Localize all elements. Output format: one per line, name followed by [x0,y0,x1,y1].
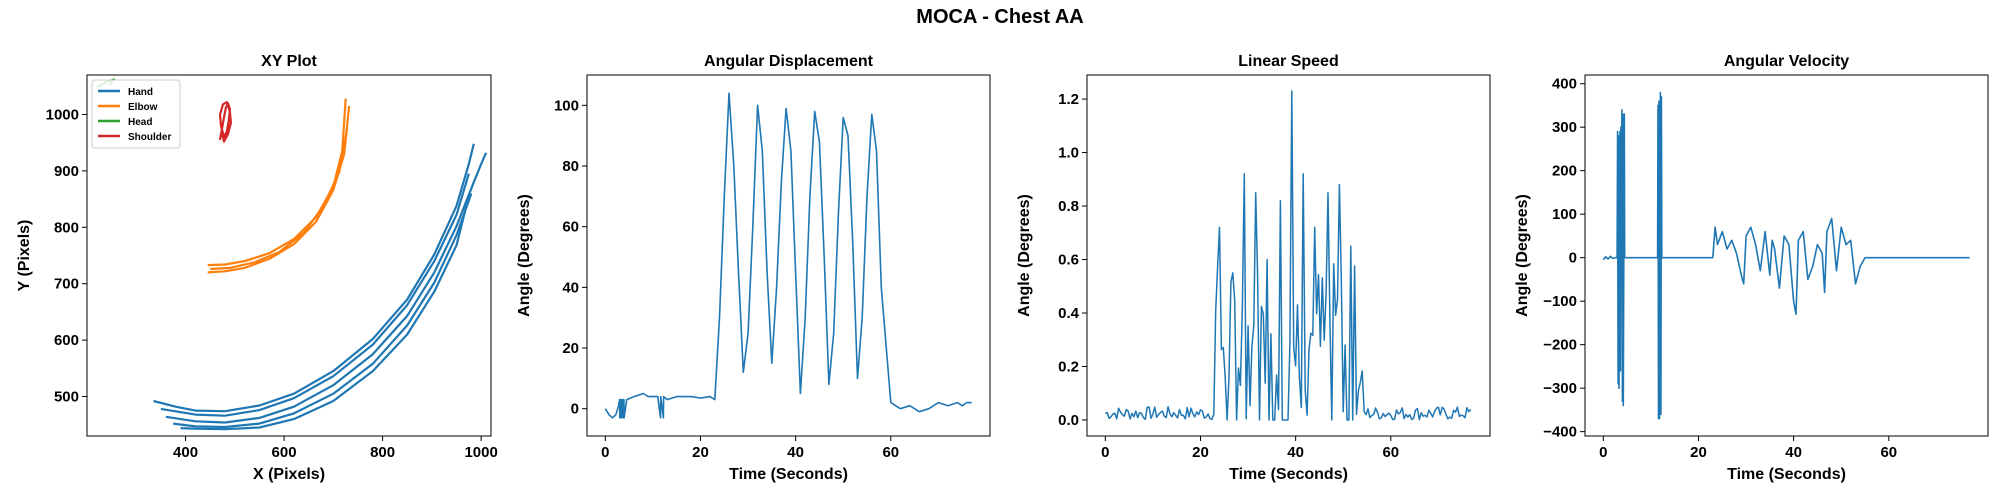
x-tick-label: 1000 [464,444,497,461]
y-tick-label: 700 [54,276,79,293]
y-tick-label: 800 [54,219,79,236]
hand-series-line [153,143,475,413]
x-tick-label: 40 [1785,444,1802,461]
y-tick-label: 40 [562,279,579,296]
hand-series-line [173,193,473,429]
series-line [604,92,972,419]
y-tick-label: 600 [54,332,79,349]
y-tick-label: 900 [54,163,79,180]
y-tick-label: 0.8 [1058,198,1079,215]
plot-area [604,92,972,419]
legend-label-head: Head [128,117,152,128]
y-tick-label: 0.4 [1058,305,1080,322]
legend-label-elbow: Elbow [128,102,158,113]
y-tick-label: 0.0 [1058,412,1079,429]
y-tick-label: 0.2 [1058,358,1079,375]
axes-frame [1086,74,1491,437]
plot-area [1104,90,1472,421]
hand-series-line [160,173,470,417]
chart-title: Angular Velocity [1724,53,1849,70]
y-tick-label: 1000 [46,106,79,123]
y-tick-label: 500 [54,389,79,406]
x-tick-label: 60 [882,444,899,461]
y-axis-label: Angle (Degrees) [1016,194,1033,317]
y-tick-label: 20 [562,340,579,357]
y-tick-label: −100 [1543,293,1577,310]
y-tick-label: 0.6 [1058,252,1079,269]
x-axis-label: X (Pixels) [253,466,325,483]
y-tick-label: 1.0 [1058,145,1079,162]
x-axis-label: Time (Seconds) [729,466,848,483]
y-tick-label: 80 [562,158,579,175]
y-axis-label: Angle (Degrees) [516,194,533,317]
hand-series-line [165,152,488,424]
x-axis-label: Time (Seconds) [1727,466,1846,483]
legend-label-hand: Hand [128,87,153,98]
y-tick-label: −300 [1543,380,1577,397]
figure-title: MOCA - Chest AA [916,6,1084,28]
y-axis-label: Angle (Degrees) [1514,194,1531,317]
y-axis-label: Y (Pixels) [16,220,33,292]
y-tick-label: 300 [1552,119,1577,136]
y-tick-label: 0 [571,401,579,418]
plot-area [96,78,488,431]
x-tick-label: 40 [1287,444,1304,461]
elbow-series-line [207,98,347,267]
axes-frame [586,74,991,437]
speed-series-line [1104,90,1472,421]
x-tick-label: 20 [692,444,709,461]
y-tick-label: 200 [1552,163,1577,180]
axes-frame [86,74,492,437]
legend-label-shoulder: Shoulder [128,132,171,143]
x-tick-label: 20 [1192,444,1209,461]
y-tick-label: 60 [562,219,579,236]
x-tick-label: 600 [272,444,297,461]
plot-area [1602,91,1970,420]
series-line [1602,91,1970,420]
axes-frame [1584,74,1989,437]
chart-title: XY Plot [261,53,317,70]
x-tick-label: 20 [1690,444,1707,461]
x-tick-label: 0 [601,444,609,461]
chart-title: Linear Speed [1238,53,1338,70]
y-tick-label: 100 [1552,206,1577,223]
x-tick-label: 0 [1101,444,1109,461]
y-tick-label: 0 [1569,250,1577,267]
shoulder-series-line [218,101,232,143]
y-tick-label: 400 [1552,76,1577,93]
x-axis-label: Time (Seconds) [1229,466,1348,483]
x-tick-label: 0 [1599,444,1607,461]
x-tick-label: 60 [1880,444,1897,461]
y-tick-label: −200 [1543,337,1577,354]
x-tick-label: 800 [370,444,395,461]
hand-series-line [180,205,468,431]
x-tick-label: 40 [787,444,804,461]
y-tick-label: −400 [1543,424,1577,441]
elbow-series-line [210,128,349,271]
y-tick-label: 1.2 [1058,91,1079,108]
y-tick-label: 100 [554,97,579,114]
x-tick-label: 60 [1382,444,1399,461]
legend-box [91,79,181,149]
x-tick-label: 400 [173,444,198,461]
chart-title: Angular Displacement [704,53,874,70]
